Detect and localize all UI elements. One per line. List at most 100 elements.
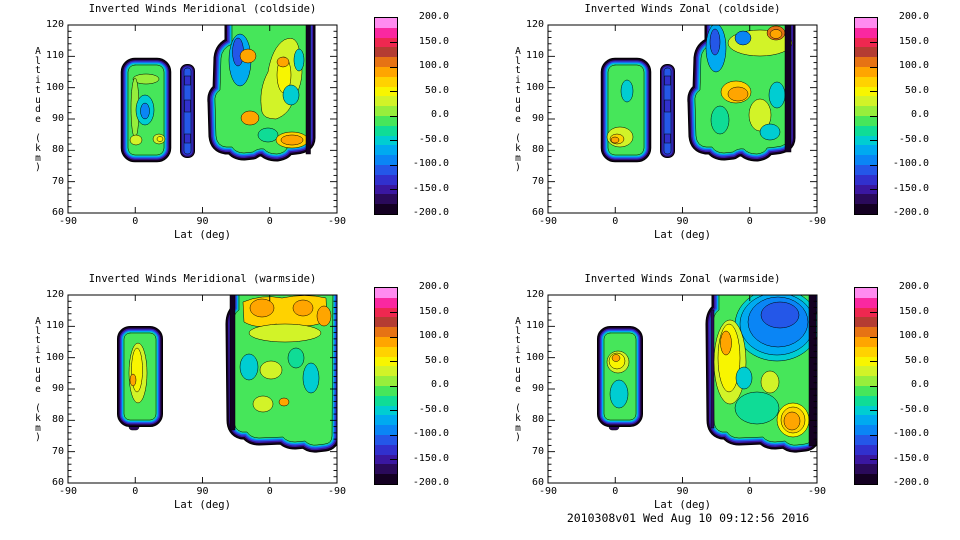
colorbar-tick	[390, 312, 397, 314]
colorbar-band	[375, 376, 397, 386]
contour-blob-left	[607, 65, 644, 155]
colorbar-tick-label: -150.0	[892, 182, 929, 194]
colorbar-tick	[390, 164, 397, 166]
colorbar-band	[855, 204, 877, 214]
y-tick-label: 60	[51, 477, 64, 488]
colorbar-tick-label: -100.0	[412, 428, 449, 439]
y-tick-label: 110	[525, 320, 544, 332]
axes	[547, 294, 818, 484]
colorbar-tick-label: 200.0	[898, 11, 929, 22]
colorbar-tick	[870, 140, 877, 142]
y-tick-label: 70	[51, 175, 64, 187]
colorbar-band	[855, 164, 877, 175]
colorbar-band	[375, 115, 397, 126]
y-axis-label: A l t i t u d e ( k m )	[515, 316, 521, 444]
colorbar-band	[855, 346, 877, 357]
colorbar-band	[375, 336, 397, 347]
colorbar-band	[855, 76, 877, 87]
colorbar-tick-label: -50.0	[418, 133, 449, 145]
colorbar-tick-label: -150.0	[892, 452, 929, 464]
colorbar-band	[855, 307, 877, 318]
y-tick-label: 80	[531, 144, 544, 156]
x-tick-label: 0	[612, 486, 619, 497]
y-tick-label: 120	[525, 19, 544, 30]
x-tick-label: 90	[196, 486, 209, 497]
colorbar-tick	[870, 410, 877, 412]
x-axis-label: Lat (deg)	[654, 229, 711, 241]
contour-plot	[547, 24, 818, 214]
colorbar-band	[855, 106, 877, 116]
contour-blob-left	[124, 333, 156, 431]
y-axis-label: A l t i t u d e ( k m )	[515, 46, 521, 174]
colorbar-band	[375, 464, 397, 475]
y-tick-label: 70	[531, 175, 544, 187]
colorbar-band	[855, 86, 877, 97]
x-tick-label: -90	[327, 216, 347, 227]
y-tick-label: 90	[531, 113, 544, 124]
y-tick-label: 120	[45, 19, 64, 30]
x-tick-label: 0	[266, 216, 273, 227]
colorbar-tick	[390, 336, 397, 338]
colorbar-tick	[870, 42, 877, 44]
colorbar-band	[855, 135, 877, 146]
colorbar-band	[855, 317, 877, 328]
colorbar-tick-label: -200.0	[892, 477, 929, 488]
colorbar-band	[855, 57, 877, 67]
colorbar-band	[375, 454, 397, 465]
colorbar-tick-label: -100.0	[412, 158, 449, 169]
x-tick-label: -90	[58, 216, 78, 227]
colorbar-tick	[870, 312, 877, 314]
colorbar-tick-label: 150.0	[418, 35, 449, 47]
colorbar-tick-label: -50.0	[898, 133, 929, 145]
timestamp: 2010308v01 Wed Aug 10 09:12:56 2016	[566, 511, 810, 525]
colorbar-tick-label: 50.0	[904, 354, 929, 366]
contour-blob-right	[215, 25, 311, 154]
colorbar-tick	[390, 410, 397, 412]
colorbar-tick-label: -150.0	[412, 182, 449, 194]
x-tick-label: -90	[538, 486, 558, 497]
y-tick-label: 60	[531, 207, 544, 218]
colorbar-band	[855, 184, 877, 195]
colorbar-tick-label: 100.0	[418, 60, 449, 71]
colorbar-tick	[870, 434, 877, 436]
colorbar-tick	[390, 91, 397, 93]
colorbar-tick	[390, 189, 397, 191]
colorbar-band	[855, 37, 877, 48]
panel-title: Inverted Winds Meridional (warmside)	[88, 273, 317, 285]
colorbar-band	[375, 366, 397, 377]
colorbar-tick	[870, 115, 877, 117]
colorbar-tick	[390, 459, 397, 461]
colorbar-band	[375, 66, 397, 77]
colorbar-band	[855, 474, 877, 484]
y-tick-label: 70	[51, 445, 64, 457]
colorbar-tick	[870, 336, 877, 338]
colorbar-band	[375, 164, 397, 175]
colorbar-tick-label: -150.0	[412, 452, 449, 464]
colorbar-band	[375, 106, 397, 116]
colorbar-band	[375, 27, 397, 38]
y-tick-label: 60	[531, 477, 544, 488]
colorbar-band	[375, 297, 397, 308]
colorbar-tick-label: 100.0	[898, 330, 929, 341]
x-tick-label: 0	[612, 216, 619, 227]
y-tick-label: 110	[525, 50, 544, 62]
colorbar-band	[855, 18, 877, 28]
colorbar-band	[855, 464, 877, 475]
contour-plot	[67, 24, 338, 214]
colorbar-tick	[390, 385, 397, 387]
y-tick-label: 100	[45, 81, 64, 93]
colorbar-band	[375, 444, 397, 455]
colorbar-tick-label: 0.0	[430, 379, 449, 390]
y-tick-label: 90	[51, 383, 64, 394]
x-tick-label: 90	[196, 216, 209, 227]
colorbar-band	[855, 366, 877, 377]
colorbar-band	[375, 86, 397, 97]
colorbar-band	[375, 155, 397, 165]
contour-blob-right	[230, 295, 333, 445]
colorbar-band	[375, 346, 397, 357]
y-tick-label: 110	[45, 320, 64, 332]
colorbar-tick	[870, 66, 877, 68]
contour-plot	[547, 294, 818, 484]
x-axis-label: Lat (deg)	[654, 499, 711, 511]
colorbar-tick-label: 150.0	[898, 35, 929, 47]
